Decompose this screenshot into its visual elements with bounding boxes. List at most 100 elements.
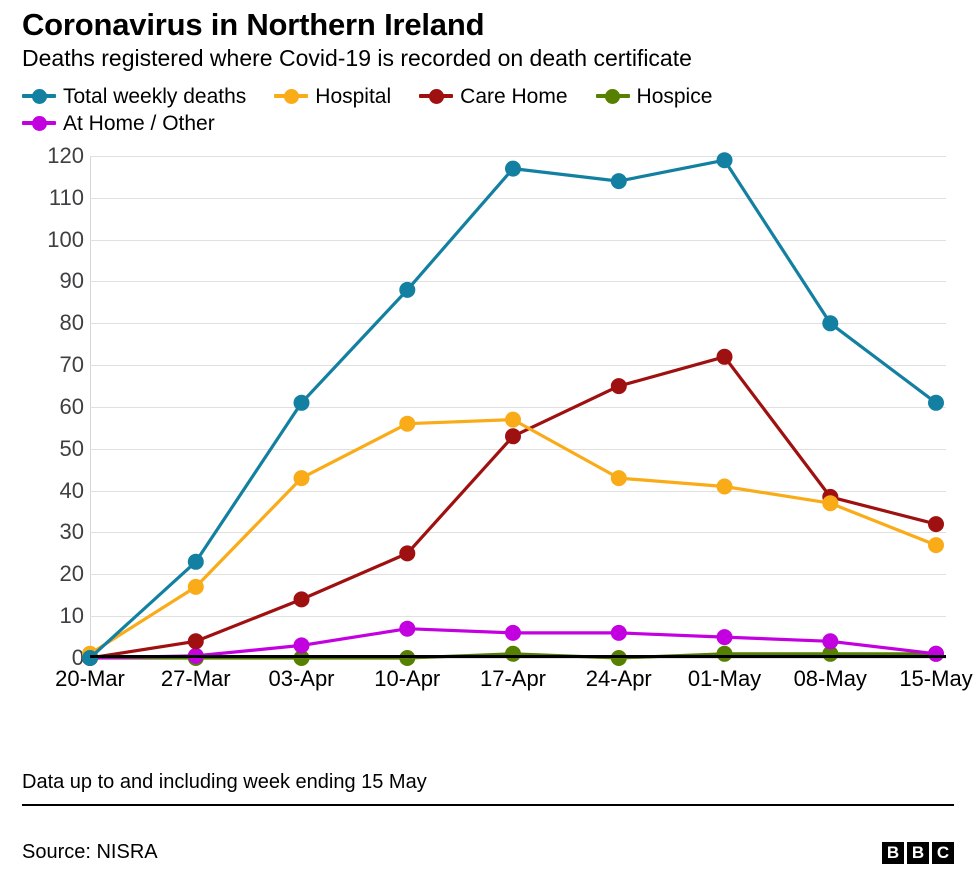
data-point-marker[interactable]	[610, 624, 627, 641]
series-line	[88, 355, 938, 660]
legend-label-hospital: Hospital	[315, 84, 392, 108]
gridline	[90, 323, 946, 325]
data-point-marker[interactable]	[293, 591, 310, 608]
data-point-marker[interactable]	[187, 578, 204, 595]
legend-label-hospice: Hospice	[636, 84, 713, 108]
gridline	[90, 406, 946, 408]
data-point-marker[interactable]	[822, 633, 839, 650]
gridline	[90, 365, 946, 367]
data-point-marker[interactable]	[82, 649, 98, 666]
chart-card: Coronavirus in Northern Ireland Deaths r…	[0, 8, 976, 878]
x-axis-tick-label: 10-Apr	[374, 665, 441, 691]
gridline	[90, 532, 946, 534]
legend-marker-icon-hospice	[595, 87, 630, 105]
data-point-marker[interactable]	[716, 152, 733, 169]
data-point-marker[interactable]	[822, 495, 839, 512]
gridline	[90, 448, 946, 450]
data-point-marker[interactable]	[716, 645, 733, 662]
data-point-marker[interactable]	[610, 378, 627, 395]
x-axis-tick-label: 01-May	[687, 665, 762, 691]
chart-plot-area: 0 10 20 30 40 50 60 70 80 90 100 110 120 20-Mar 27-Ma…	[22, 143, 973, 708]
data-point-marker[interactable]	[187, 633, 204, 650]
data-point-marker[interactable]	[399, 620, 416, 637]
legend-label-at-home: At Home / Other	[63, 111, 215, 135]
legend-marker-icon-hospital	[274, 87, 309, 105]
chart-legend: Total weekly deaths Hospital Care Home H…	[22, 86, 954, 134]
gridline	[90, 155, 946, 157]
y-axis-tick-label: 70	[59, 352, 84, 378]
y-axis-tick-label: 110	[48, 184, 84, 210]
legend-marker-icon-care-home	[419, 87, 454, 105]
y-axis-tick-label: 20	[59, 561, 84, 587]
y-axis-tick-label: 90	[59, 268, 84, 294]
data-point-marker[interactable]	[928, 516, 944, 533]
data-point-marker[interactable]	[716, 629, 733, 646]
data-point-marker[interactable]	[610, 470, 627, 487]
bbc-logo-letter-1: B	[882, 841, 904, 864]
bbc-logo-letter-2: B	[907, 841, 929, 864]
y-axis-tick-label: 80	[59, 310, 84, 336]
series-line	[88, 417, 938, 656]
gridline	[90, 239, 946, 241]
x-axis-tick-label: 03-Apr	[268, 665, 335, 691]
legend-item-hospital[interactable]: Hospital	[274, 86, 391, 107]
x-axis-tick-label: 17-Apr	[479, 665, 547, 691]
legend-item-at-home-other[interactable]: At Home / Other	[22, 113, 215, 134]
bbc-logo-letter-3: C	[932, 841, 954, 864]
legend-marker-icon-at-home	[22, 114, 56, 132]
x-axis-line	[90, 654, 946, 658]
data-point-marker[interactable]	[505, 428, 521, 445]
x-axis-labels: 20-Mar 27-Mar 03-Apr 10-Apr 17-Apr 24-Apr 01-M…	[55, 665, 973, 700]
data-point-marker[interactable]	[293, 637, 310, 654]
gridline	[90, 197, 946, 199]
x-axis-tick-label: 27-Mar	[160, 665, 231, 691]
plot-canvas	[82, 152, 946, 666]
data-point-marker[interactable]	[399, 415, 416, 432]
source-label: Source: NISRA	[22, 841, 158, 863]
legend-item-care-home[interactable]: Care Home	[419, 84, 568, 108]
data-point-marker[interactable]	[399, 281, 416, 298]
y-axis-tick-label: 120	[47, 142, 84, 168]
data-point-marker[interactable]	[822, 315, 839, 332]
y-axis-tick-label: 50	[59, 435, 84, 461]
data-point-marker[interactable]	[187, 553, 204, 570]
series-line	[88, 158, 938, 660]
data-point-marker[interactable]	[928, 537, 944, 554]
legend-item-hospice[interactable]: Hospice	[595, 84, 713, 108]
data-point-marker[interactable]	[716, 478, 733, 495]
data-point-marker[interactable]	[716, 348, 733, 365]
data-point-marker[interactable]	[399, 545, 416, 562]
gridline	[90, 490, 946, 492]
footnote: Data up to and including week ending 15 …	[22, 771, 954, 806]
data-point-marker[interactable]	[610, 649, 627, 666]
source-row: Source: NISRA B B C	[22, 841, 954, 864]
data-point-marker[interactable]	[928, 645, 944, 662]
gridline	[90, 281, 946, 283]
legend-row-1: Total weekly deaths Hospital Care Home H…	[22, 86, 954, 107]
data-point-marker[interactable]	[505, 411, 521, 428]
gridline	[90, 616, 946, 618]
data-point-marker[interactable]	[293, 649, 310, 666]
data-point-marker[interactable]	[928, 394, 944, 411]
y-axis-tick-label: 10	[59, 603, 84, 629]
data-point-marker[interactable]	[293, 394, 310, 411]
data-point-marker[interactable]	[610, 173, 627, 190]
data-point-marker[interactable]	[399, 649, 416, 666]
data-point-marker[interactable]	[505, 624, 521, 641]
x-axis-tick-label: 20-Mar	[55, 665, 125, 691]
data-point-marker[interactable]	[293, 470, 310, 487]
x-axis-tick-label: 15-May	[899, 665, 973, 691]
legend-marker-icon-total	[22, 87, 56, 105]
x-axis-tick-label: 08-May	[793, 665, 867, 691]
gridline	[90, 574, 946, 576]
legend-item-total-weekly-deaths[interactable]: Total weekly deaths	[22, 86, 246, 107]
legend-label-total: Total weekly deaths	[63, 84, 247, 108]
data-point-marker[interactable]	[505, 160, 521, 177]
data-point-marker[interactable]	[505, 645, 521, 662]
bbc-logo: B B C	[882, 841, 954, 864]
y-axis-tick-label: 40	[59, 477, 84, 503]
x-axis-tick-label: 24-Apr	[585, 665, 652, 691]
legend-label-care-home: Care Home	[460, 84, 568, 108]
series-lines	[82, 152, 944, 666]
y-axis-labels: 0 10 20 30 40 50 60 70 80 90 100 110 120	[22, 143, 84, 670]
